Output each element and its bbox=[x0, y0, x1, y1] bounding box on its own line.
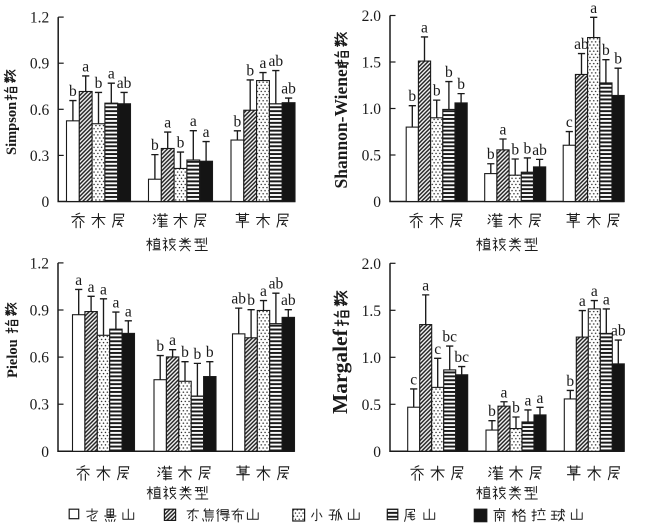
svg-text:b: b bbox=[177, 135, 185, 152]
svg-text:a: a bbox=[591, 283, 598, 300]
svg-text:b: b bbox=[524, 140, 532, 157]
svg-text:a: a bbox=[260, 55, 267, 72]
svg-text:a: a bbox=[537, 390, 544, 407]
svg-text:b: b bbox=[246, 62, 254, 79]
svg-text:0.3: 0.3 bbox=[30, 148, 50, 165]
svg-text:b: b bbox=[512, 399, 520, 416]
svg-text:1.2: 1.2 bbox=[30, 255, 49, 272]
svg-text:0.9: 0.9 bbox=[30, 303, 50, 320]
svg-text:a: a bbox=[164, 115, 171, 132]
svg-text:a: a bbox=[82, 58, 89, 75]
svg-text:a: a bbox=[112, 295, 119, 312]
svg-text:b: b bbox=[566, 373, 574, 390]
svg-text:b: b bbox=[445, 64, 453, 81]
svg-text:a: a bbox=[590, 0, 597, 17]
svg-text:ab: ab bbox=[532, 142, 547, 159]
svg-text:2.0: 2.0 bbox=[362, 8, 382, 25]
svg-text:ab: ab bbox=[281, 292, 296, 309]
svg-text:a: a bbox=[422, 277, 429, 294]
svg-text:a: a bbox=[500, 122, 507, 139]
svg-text:0: 0 bbox=[41, 444, 49, 461]
svg-text:a: a bbox=[75, 272, 82, 289]
svg-text:a: a bbox=[603, 291, 610, 308]
svg-text:c: c bbox=[410, 371, 417, 388]
svg-text:a: a bbox=[88, 279, 95, 296]
svg-text:ab: ab bbox=[574, 36, 589, 53]
svg-text:a: a bbox=[579, 293, 586, 310]
svg-text:Simpson: Simpson bbox=[4, 102, 20, 155]
svg-text:b: b bbox=[511, 142, 519, 159]
svg-text:c: c bbox=[566, 114, 573, 131]
svg-text:0.3: 0.3 bbox=[30, 397, 50, 414]
svg-text:b: b bbox=[156, 338, 164, 355]
svg-text:0: 0 bbox=[373, 444, 381, 461]
svg-text:Margalef: Margalef bbox=[328, 328, 352, 414]
svg-text:b: b bbox=[433, 83, 441, 100]
svg-text:0.6: 0.6 bbox=[30, 102, 50, 119]
svg-text:1.5: 1.5 bbox=[362, 55, 382, 72]
svg-text:2.0: 2.0 bbox=[362, 256, 382, 273]
svg-text:b: b bbox=[151, 137, 159, 154]
svg-text:a: a bbox=[125, 303, 132, 320]
svg-text:ab: ab bbox=[117, 75, 132, 92]
svg-text:b: b bbox=[181, 344, 189, 361]
svg-text:a: a bbox=[190, 113, 197, 130]
svg-text:0.5: 0.5 bbox=[362, 148, 382, 165]
svg-text:ab: ab bbox=[269, 276, 284, 293]
svg-text:b: b bbox=[487, 146, 495, 163]
svg-text:b: b bbox=[602, 42, 610, 59]
svg-text:b: b bbox=[69, 83, 77, 100]
svg-text:a: a bbox=[421, 19, 428, 36]
svg-text:b: b bbox=[247, 292, 255, 309]
svg-text:1.2: 1.2 bbox=[30, 10, 49, 27]
svg-text:ab: ab bbox=[231, 291, 246, 308]
svg-text:a: a bbox=[501, 384, 508, 401]
svg-text:1.0: 1.0 bbox=[362, 350, 382, 367]
svg-text:0.5: 0.5 bbox=[362, 397, 382, 414]
svg-text:a: a bbox=[100, 281, 107, 298]
svg-text:b: b bbox=[408, 88, 416, 105]
svg-text:a: a bbox=[203, 124, 210, 141]
svg-text:bc: bc bbox=[442, 329, 457, 346]
svg-text:b: b bbox=[95, 75, 103, 92]
svg-text:0: 0 bbox=[373, 194, 381, 211]
svg-text:0: 0 bbox=[41, 194, 49, 211]
svg-text:1.0: 1.0 bbox=[362, 101, 382, 118]
svg-text:0.6: 0.6 bbox=[30, 350, 50, 367]
svg-text:Pielou: Pielou bbox=[5, 339, 21, 378]
svg-text:ab: ab bbox=[268, 53, 283, 70]
svg-text:a: a bbox=[260, 283, 267, 300]
svg-text:b: b bbox=[206, 344, 214, 361]
svg-text:b: b bbox=[614, 51, 622, 68]
svg-text:ab: ab bbox=[281, 81, 296, 98]
svg-text:a: a bbox=[525, 392, 532, 409]
svg-text:b: b bbox=[234, 113, 242, 130]
svg-text:b: b bbox=[488, 403, 496, 420]
svg-text:a: a bbox=[169, 332, 176, 349]
svg-text:a: a bbox=[108, 66, 115, 83]
svg-text:b: b bbox=[194, 346, 202, 363]
svg-text:c: c bbox=[434, 341, 441, 358]
svg-text:b: b bbox=[457, 76, 465, 93]
svg-text:1.5: 1.5 bbox=[362, 303, 382, 320]
svg-text:Shannon-Wiener: Shannon-Wiener bbox=[331, 61, 351, 188]
svg-text:bc: bc bbox=[454, 349, 469, 366]
svg-text:ab: ab bbox=[611, 323, 626, 340]
svg-text:0.9: 0.9 bbox=[30, 56, 50, 73]
